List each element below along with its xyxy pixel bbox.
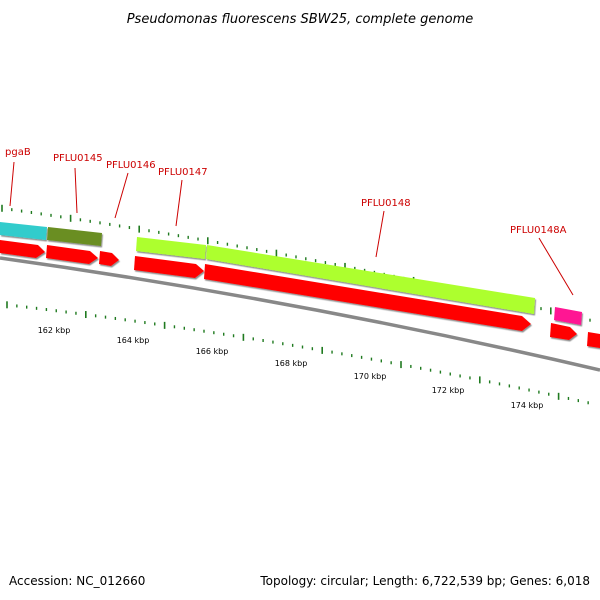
gene-label-PFLU0145: PFLU0145 [53, 153, 103, 164]
gene-label-pgaB: pgaB [5, 147, 31, 158]
scale-label: 162 kbp [38, 326, 71, 335]
gene-label-PFLU0146: PFLU0146 [106, 160, 156, 171]
gene-label-PFLU0148A: PFLU0148A [510, 225, 567, 236]
feature-PFLU0148[interactable] [206, 245, 535, 314]
feature-PFLU0147[interactable] [136, 237, 206, 259]
genome-summary-text: Topology: circular; Length: 6,722,539 bp… [259, 574, 590, 588]
cds-arrow[interactable] [46, 245, 98, 264]
accession-text: Accession: NC_012660 [9, 574, 145, 588]
leader-PFLU0148A [538, 237, 574, 296]
gene-label-PFLU0148: PFLU0148 [361, 198, 411, 209]
feature-pgaB[interactable] [0, 222, 47, 240]
label-leaders [9, 161, 574, 296]
cds-arrow[interactable] [587, 332, 600, 348]
leader-PFLU0145 [74, 167, 78, 214]
feature-track [0, 222, 582, 325]
scale-label: 166 kbp [196, 347, 229, 356]
cds-arrow[interactable] [134, 256, 204, 278]
cds-track [0, 240, 600, 348]
gene-label-PFLU0147: PFLU0147 [158, 167, 208, 178]
scale-label: 170 kbp [354, 372, 387, 381]
leader-pgaB [9, 161, 15, 207]
genome-backbone [0, 256, 600, 372]
scale-label: 164 kbp [117, 336, 150, 345]
page-title: Pseudomonas fluorescens SBW25, complete … [127, 12, 474, 27]
cds-arrow[interactable] [550, 323, 577, 340]
cds-arrow[interactable] [204, 264, 531, 331]
leader-PFLU0148 [375, 210, 385, 258]
cds-arrow[interactable] [0, 240, 45, 258]
scale-label: 172 kbp [432, 386, 465, 395]
scale-label: 174 kbp [511, 401, 544, 410]
leader-PFLU0147 [175, 179, 183, 227]
feature-PFLU0145[interactable] [47, 227, 102, 246]
cds-arrow[interactable] [99, 251, 119, 266]
leader-PFLU0146 [114, 172, 129, 219]
feature-PFLU0148A[interactable] [554, 307, 582, 325]
scale-label: 168 kbp [275, 359, 308, 368]
tick-row-lower [6, 301, 589, 405]
